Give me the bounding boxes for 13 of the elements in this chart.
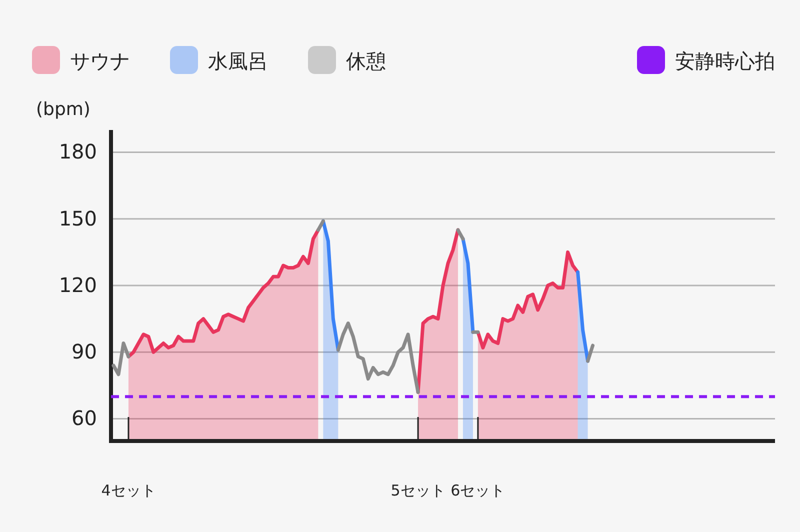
x-tick-label: 4セット [101, 482, 156, 500]
legend-label: 休憩 [346, 49, 386, 73]
legend-label: 水風呂 [208, 49, 268, 73]
y-tick-label: 90 [72, 340, 97, 364]
y-tick-label: 180 [58, 140, 97, 164]
legend-label: サウナ [70, 49, 130, 73]
x-tick-label: 5セット [390, 482, 446, 500]
y-tick-label: 60 [72, 406, 97, 430]
y-tick-label: 150 [58, 206, 97, 230]
legend-label: 安静時心拍 [675, 49, 775, 73]
x-tick-label: 6セット [450, 482, 506, 500]
y-axis-title: (bpm) [36, 99, 90, 120]
y-tick-label: 120 [58, 272, 97, 297]
